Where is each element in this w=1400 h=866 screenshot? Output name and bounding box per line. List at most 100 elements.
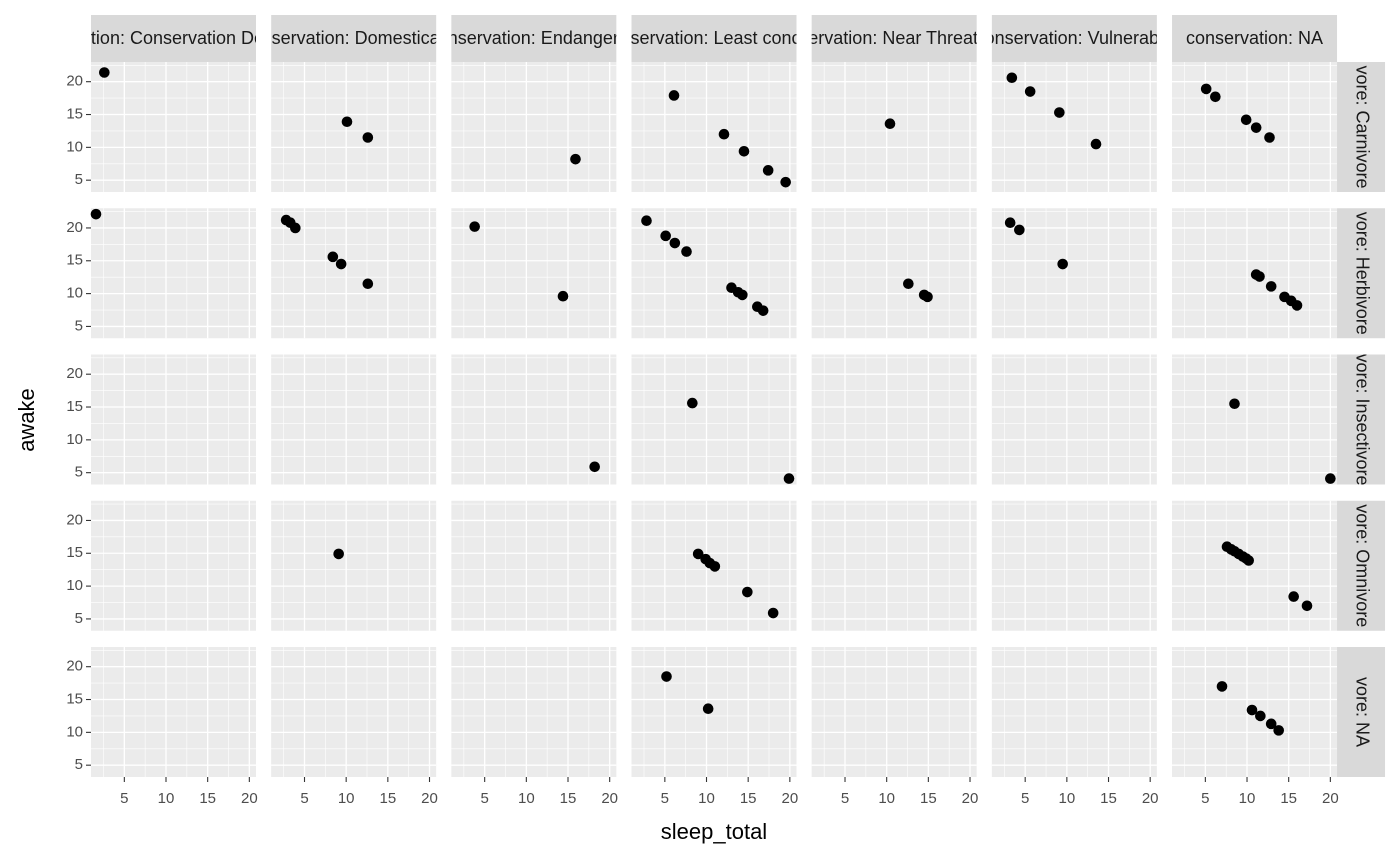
point bbox=[641, 215, 652, 227]
row-strip-label: vore: NA bbox=[1352, 677, 1372, 747]
point bbox=[1090, 138, 1102, 150]
strip-background bbox=[991, 15, 1157, 62]
y-tick-label: 10 bbox=[66, 285, 83, 302]
x-axis-title: sleep_total bbox=[661, 819, 767, 844]
point bbox=[661, 671, 672, 682]
point bbox=[1057, 258, 1068, 270]
point bbox=[737, 289, 748, 301]
y-tick-label: 20 bbox=[66, 73, 83, 90]
point bbox=[1250, 122, 1262, 133]
y-tick-label: 15 bbox=[66, 252, 83, 269]
x-tick-label: 20 bbox=[1142, 790, 1159, 807]
y-tick-label: 15 bbox=[66, 544, 83, 561]
point bbox=[1229, 398, 1240, 410]
y-tick-label: 5 bbox=[75, 610, 83, 627]
point bbox=[1216, 681, 1228, 692]
point bbox=[589, 461, 600, 473]
point bbox=[681, 246, 692, 257]
x-tick-label: 15 bbox=[560, 790, 577, 807]
y-tick-label: 5 bbox=[75, 317, 83, 334]
point bbox=[692, 548, 704, 560]
x-tick-label: 10 bbox=[518, 790, 535, 807]
point bbox=[1243, 555, 1254, 566]
y-tick-label: 5 bbox=[75, 171, 83, 188]
x-tick-label: 15 bbox=[740, 790, 757, 807]
x-tick-label: 10 bbox=[158, 790, 175, 807]
strip-background bbox=[1172, 15, 1338, 62]
x-tick-label: 5 bbox=[661, 790, 669, 807]
point bbox=[1254, 271, 1265, 282]
y-tick-label: 5 bbox=[75, 756, 83, 773]
x-tick-label: 20 bbox=[601, 790, 618, 807]
column-strip-label: conservation: NA bbox=[1186, 28, 1323, 48]
point bbox=[1325, 473, 1336, 484]
y-tick-label: 10 bbox=[66, 138, 83, 155]
point bbox=[1255, 710, 1266, 722]
x-tick-label: 15 bbox=[920, 790, 937, 807]
point bbox=[1210, 91, 1221, 103]
point bbox=[327, 251, 339, 263]
x-tick-label: 20 bbox=[781, 790, 798, 807]
x-tick-label: 10 bbox=[1239, 790, 1256, 807]
x-tick-label: 15 bbox=[199, 790, 216, 807]
y-tick-label: 15 bbox=[66, 105, 83, 122]
point bbox=[1200, 83, 1212, 95]
column-strip-label: conservation: Near Threatened bbox=[770, 28, 1018, 48]
strip-background bbox=[271, 15, 437, 62]
y-tick-label: 20 bbox=[66, 511, 83, 528]
column-strip-label: conservation: Vulnerable bbox=[976, 28, 1173, 48]
strip-background bbox=[1337, 208, 1386, 339]
point bbox=[884, 118, 896, 130]
point bbox=[767, 607, 779, 619]
point bbox=[718, 128, 730, 140]
point bbox=[1301, 600, 1313, 612]
point bbox=[1240, 114, 1252, 126]
strip-background bbox=[451, 15, 617, 62]
point bbox=[709, 561, 721, 572]
column-strip-label: conservation: Endangered bbox=[429, 28, 639, 48]
y-tick-label: 20 bbox=[66, 365, 83, 382]
y-tick-label: 15 bbox=[66, 690, 83, 707]
x-tick-label: 10 bbox=[878, 790, 895, 807]
x-tick-label: 5 bbox=[300, 790, 308, 807]
point bbox=[99, 67, 110, 78]
row-strip: vore: Carnivore bbox=[1352, 65, 1372, 188]
row-strip-label: vore: Insectivore bbox=[1352, 353, 1372, 485]
row-strip: vore: NA bbox=[1352, 677, 1372, 747]
point bbox=[1265, 281, 1277, 292]
x-tick-label: 10 bbox=[698, 790, 715, 807]
column-strip-label: conservation: Domesticated bbox=[243, 28, 465, 48]
point bbox=[1014, 224, 1025, 236]
x-tick-label: 5 bbox=[481, 790, 489, 807]
x-tick-label: 10 bbox=[1059, 790, 1076, 807]
point bbox=[738, 145, 750, 157]
strip-background bbox=[631, 15, 797, 62]
point bbox=[1264, 132, 1275, 143]
point bbox=[557, 290, 569, 302]
x-tick-label: 5 bbox=[1201, 790, 1209, 807]
point bbox=[668, 90, 680, 101]
row-strip: vore: Herbivore bbox=[1352, 212, 1372, 335]
column-strip-label: conservation: Conservation Dependent bbox=[18, 28, 329, 48]
strip-background bbox=[1337, 647, 1386, 777]
point bbox=[669, 237, 681, 249]
point bbox=[922, 291, 933, 303]
point bbox=[1246, 704, 1258, 716]
point bbox=[90, 208, 102, 220]
x-tick-label: 20 bbox=[1322, 790, 1339, 807]
column-strip-label: conservation: Least concern bbox=[601, 28, 826, 48]
point bbox=[757, 305, 769, 316]
point bbox=[469, 221, 480, 232]
point bbox=[333, 548, 344, 560]
strip-background bbox=[1337, 500, 1386, 631]
x-tick-label: 15 bbox=[1280, 790, 1297, 807]
point bbox=[903, 278, 914, 290]
point bbox=[335, 258, 347, 270]
row-strip: vore: Omnivore bbox=[1352, 504, 1372, 627]
y-tick-label: 5 bbox=[75, 464, 83, 481]
row-strip-label: vore: Omnivore bbox=[1352, 504, 1372, 627]
x-tick-label: 5 bbox=[120, 790, 128, 807]
y-tick-label: 10 bbox=[66, 723, 83, 740]
